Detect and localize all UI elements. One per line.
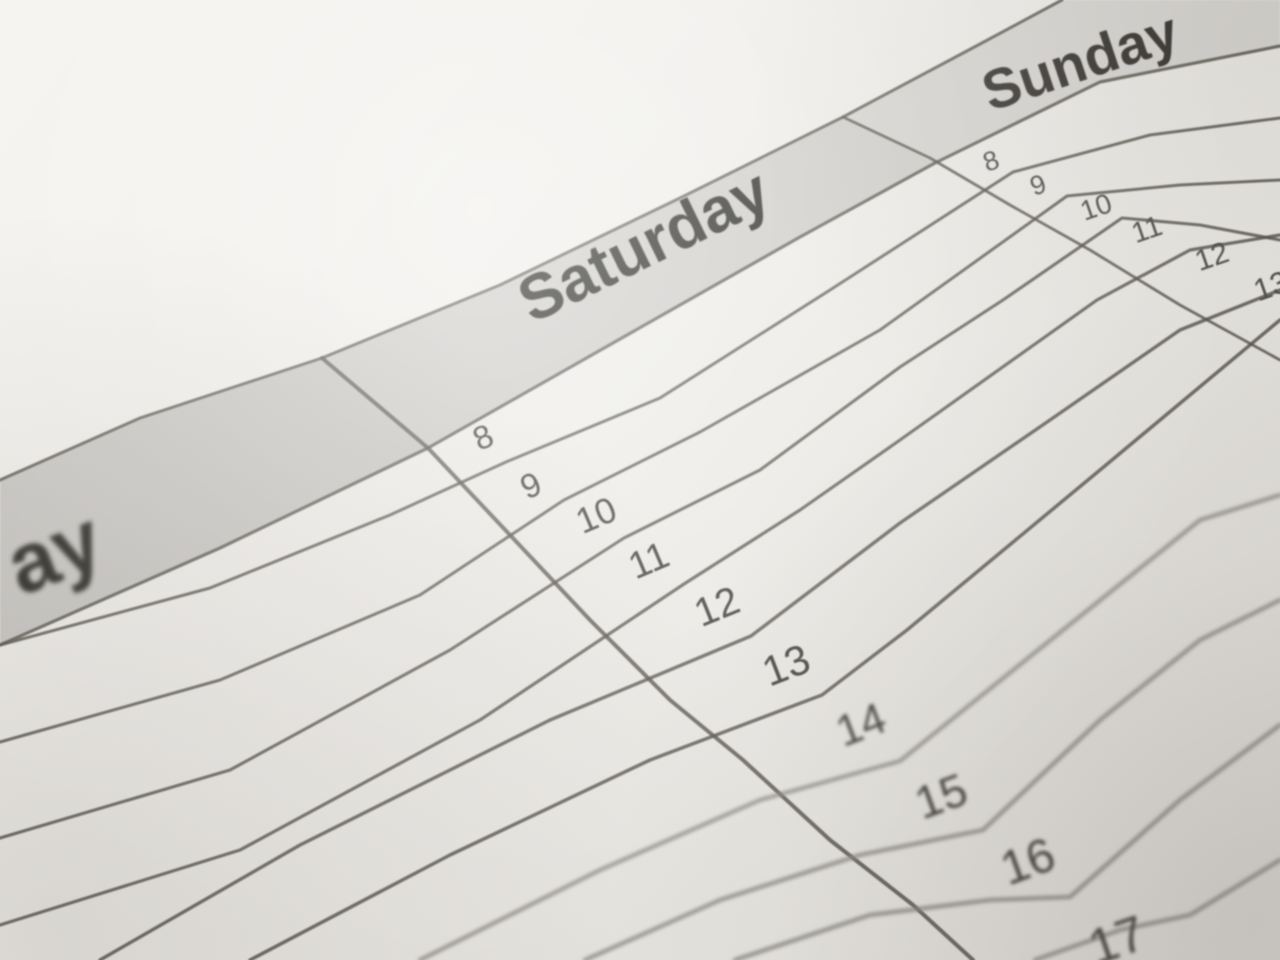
vignette-top-right [0, 0, 1280, 960]
planner-photo-canvas: ay Saturday Sunday 8 9 10 11 12 13 14 15… [0, 0, 1280, 960]
planner-photo: ay Saturday Sunday 8 9 10 11 12 13 14 15… [0, 0, 1280, 960]
